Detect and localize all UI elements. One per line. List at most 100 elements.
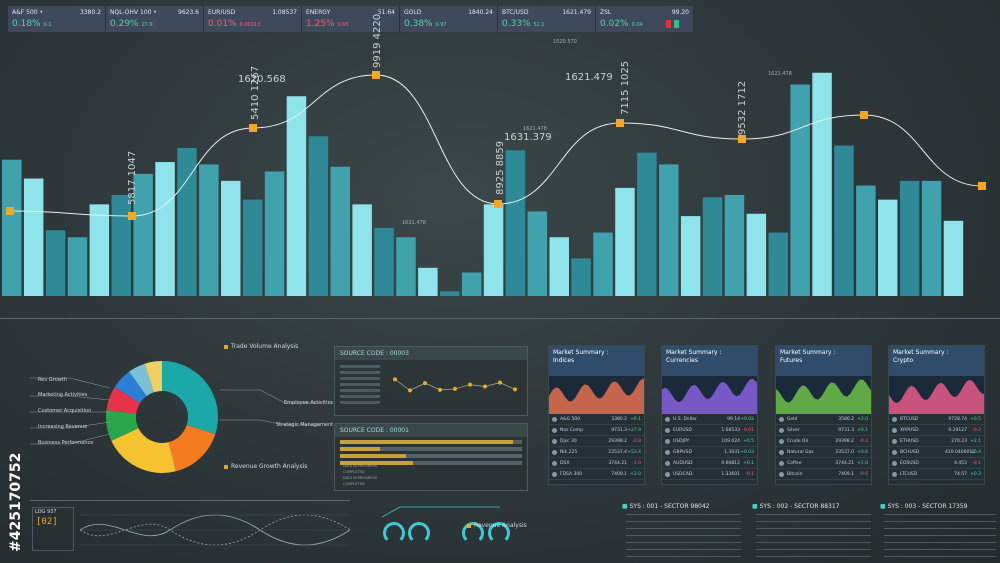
market-area-chart <box>549 376 644 414</box>
market-row[interactable]: EOSUSD 4.453 -0.1 <box>889 458 984 469</box>
main-bar <box>440 291 460 296</box>
row-change: +2.0 <box>630 471 641 477</box>
ticker-item[interactable]: ZSL 99.20 0.02% 0.04 <box>596 6 694 32</box>
trend-point[interactable] <box>128 212 136 220</box>
main-bar <box>242 199 263 296</box>
ticker-up-indicator <box>674 20 679 28</box>
market-summary-card[interactable]: Market Summary : Crypto BTCUSD 9728.74 +0.5… <box>888 345 985 485</box>
row-change: +0.5 <box>743 438 754 444</box>
market-row[interactable]: FDSA 300 7409.1 +2.0 <box>549 469 644 480</box>
row-name: USDJPY <box>673 438 690 444</box>
market-row[interactable]: LTCUSD 74.57 +0.3 <box>889 469 984 480</box>
market-summary-card[interactable]: Market Summary : Futures Gold 3580.2 +2.0 Si… <box>775 345 872 485</box>
row-icon <box>892 438 897 444</box>
donut-slice[interactable] <box>168 425 216 472</box>
ticker-change: 0.01% 0.00013 <box>208 19 261 29</box>
donut-slice[interactable] <box>106 386 141 414</box>
market-summary-header: Market Summary : Crypto <box>889 346 984 376</box>
chart-annotation: 1620.568 <box>238 74 286 85</box>
market-row[interactable]: Natural Gas 23537.0 +0.6 <box>776 447 871 458</box>
donut-slice[interactable] <box>144 361 162 393</box>
trend-point[interactable] <box>860 111 868 119</box>
row-icon <box>779 416 784 422</box>
row-change: -1.0 <box>632 460 641 466</box>
ticker-change: 0.02% 0.04 <box>600 19 643 29</box>
trend-point[interactable] <box>249 124 257 132</box>
source-code-panel-2: SOURCE CODE : 00001 DATA IN PROGRESS COMP… <box>334 423 528 491</box>
donut-slice[interactable] <box>114 371 147 404</box>
donut-slice[interactable] <box>106 409 139 441</box>
row-change: +53.4 <box>627 449 641 455</box>
row-change: +0.5 <box>970 416 981 422</box>
donut-slice[interactable] <box>162 361 218 435</box>
market-row[interactable]: A&G 500 3380.2 +6.1 <box>549 414 644 425</box>
ticker-item[interactable]: A&F 500 • 3380.2 0.18% 6.1 <box>8 6 106 32</box>
node-progress <box>340 440 522 444</box>
market-row[interactable]: U.S. Dollar 99.14 +0.02 <box>662 414 757 425</box>
market-row[interactable]: USDJPY 109.024 +0.5 <box>662 436 757 447</box>
main-bar <box>133 173 153 296</box>
market-row[interactable]: XRPUSD 0.29127 -0.2 <box>889 425 984 436</box>
main-bar <box>45 230 66 296</box>
market-row[interactable]: Gold 3580.2 +2.0 <box>776 414 871 425</box>
market-row[interactable]: AUDUSD 0.66812 +0.1 <box>662 458 757 469</box>
market-row[interactable]: Crude Oil 29398.2 -0.3 <box>776 436 871 447</box>
row-icon <box>665 416 670 422</box>
market-summary-header: Market Summary : Currencies <box>662 346 757 376</box>
ticker-change: 0.33% 52.1 <box>502 19 545 29</box>
market-row[interactable]: Djsc 30 29398.2 -2.8 <box>549 436 644 447</box>
row-change: +0.1 <box>743 460 754 466</box>
main-bar <box>812 72 832 296</box>
market-row[interactable]: Bitcoin 7409.1 -0.6 <box>776 469 871 480</box>
row-change: +1.0 <box>857 460 868 466</box>
row-name: Nas Comp <box>560 427 584 433</box>
market-row[interactable]: Nik 225 23537.4 +53.4 <box>549 447 644 458</box>
row-icon <box>552 471 557 477</box>
node-progress <box>340 461 522 465</box>
row-change: +0.4 <box>970 449 981 455</box>
trend-point[interactable] <box>978 182 986 190</box>
row-change: -0.1 <box>972 460 981 466</box>
ticker-item[interactable]: BTC/USD 1621.479 0.33% 52.1 <box>498 6 596 32</box>
market-row[interactable]: DSX 3744.21 -1.0 <box>549 458 644 469</box>
chart-annotation: 7115 1025 <box>620 61 631 115</box>
node-status: COMPLETED <box>343 482 365 486</box>
ticker-item[interactable]: EUR/USD 1.08537 0.01% 0.00013 <box>204 6 302 32</box>
main-bar <box>549 237 569 296</box>
trend-point[interactable] <box>616 119 624 127</box>
chart-annotation: 1621.479 <box>565 72 613 83</box>
donut-slice[interactable] <box>129 363 154 396</box>
market-row[interactable]: Coffee 3744.21 +1.0 <box>776 458 871 469</box>
row-icon <box>665 460 670 466</box>
row-icon <box>892 427 897 433</box>
chart-annotation: 9532 1712 <box>737 81 748 135</box>
main-bar <box>352 204 372 296</box>
trend-point[interactable] <box>372 71 380 79</box>
row-change: +0.1 <box>857 427 868 433</box>
market-summary-card[interactable]: Market Summary : Indices A&G 500 3380.2 +6.… <box>548 345 645 485</box>
chart-annotation: 1621.478 <box>768 71 792 77</box>
main-bar <box>67 237 88 296</box>
market-row[interactable]: USDCAD 1.33601 -0.1 <box>662 469 757 480</box>
donut-slice[interactable] <box>111 428 176 473</box>
trend-point[interactable] <box>6 207 14 215</box>
row-name: XRPUSD <box>900 427 919 433</box>
market-row[interactable]: ETHUSD 270.23 +2.1 <box>889 436 984 447</box>
trend-point[interactable] <box>494 200 502 208</box>
market-row[interactable]: Nas Comp 9731.3 +27.9 <box>549 425 644 436</box>
ticker-item[interactable]: GOLD 1840.24 0.38% 6.97 <box>400 6 498 32</box>
ticker-item[interactable]: ENERGY 51.64 1.25% 0.65 <box>302 6 400 32</box>
market-summary-card[interactable]: Market Summary : Currencies U.S. Dollar 99… <box>661 345 758 485</box>
row-name: Crude Oil <box>787 438 808 444</box>
row-value: 410.0400012 <box>945 449 976 455</box>
row-name: EOSUSD <box>900 460 919 466</box>
market-row[interactable]: EURUSD 1.08533 -0.01 <box>662 425 757 436</box>
market-row[interactable]: Silver 9731.3 +0.1 <box>776 425 871 436</box>
market-row[interactable]: GBPUSD 1.3031 +0.03 <box>662 447 757 458</box>
trend-point[interactable] <box>738 135 746 143</box>
ticker-change: 1.25% 0.65 <box>306 19 349 29</box>
market-row[interactable]: BCHUSD 410.0400012 +0.4 <box>889 447 984 458</box>
market-row[interactable]: BTCUSD 9728.74 +0.5 <box>889 414 984 425</box>
ticker-item[interactable]: NQL-OHV 100 • 9623.6 0.29% 27.9 <box>106 6 204 32</box>
main-bar <box>177 147 197 296</box>
